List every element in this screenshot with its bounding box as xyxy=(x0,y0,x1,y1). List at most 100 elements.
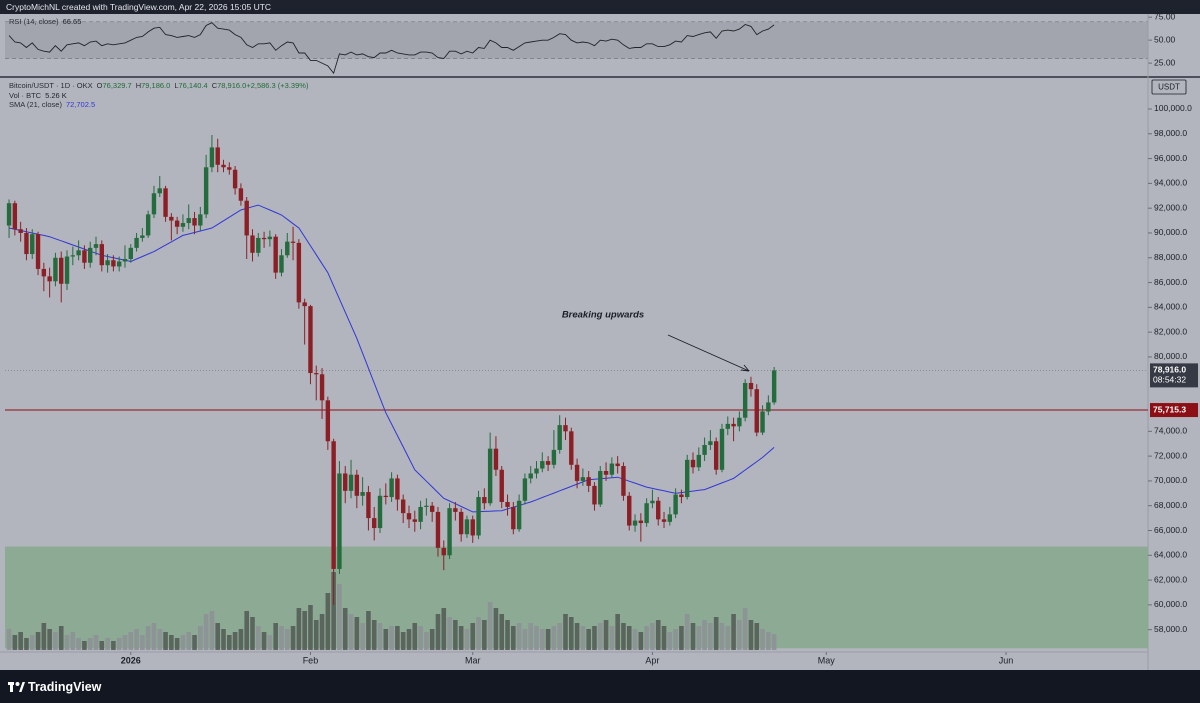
volume-bar xyxy=(568,617,574,650)
volume-bar xyxy=(302,611,307,650)
volume-bar xyxy=(383,629,389,650)
candle-body xyxy=(650,500,655,504)
candle-body xyxy=(35,234,41,269)
candle-body xyxy=(679,494,684,498)
candle-body xyxy=(586,477,591,486)
legend-value: 79,186.0 xyxy=(141,81,170,90)
header-bar xyxy=(0,0,1200,14)
volume-bar xyxy=(708,623,713,650)
volume-bar xyxy=(400,632,406,650)
volume-bar xyxy=(603,620,609,650)
volume-bar xyxy=(395,626,400,650)
last-price-label: 78,916.0 xyxy=(1153,365,1186,375)
volume-bar xyxy=(632,629,638,650)
volume-bar xyxy=(24,638,29,650)
candle-body xyxy=(713,441,719,470)
candle-body xyxy=(302,302,307,307)
volume-bar xyxy=(522,629,528,650)
volume-bar xyxy=(250,617,255,650)
volume-bar xyxy=(684,614,690,650)
volume-bar xyxy=(597,623,603,650)
candle-body xyxy=(41,268,47,277)
legend-ohlc: Bitcoin/USDT · 1D · OKX O76,329.7 H79,186.… xyxy=(9,81,309,90)
volume-bar xyxy=(313,620,319,650)
volume-bar xyxy=(209,611,215,650)
volume-bar xyxy=(592,626,597,650)
candle-body xyxy=(522,478,528,501)
volume-bar xyxy=(766,632,771,650)
candle-body xyxy=(64,256,70,284)
candle-body xyxy=(360,492,365,496)
rsi-band xyxy=(5,21,1148,59)
volume-bar xyxy=(626,626,632,650)
candle-body xyxy=(563,425,568,432)
y-tick-label: 64,000.0 xyxy=(1154,550,1187,560)
candle-body xyxy=(731,423,736,427)
candle-body xyxy=(603,470,609,475)
volume-bar xyxy=(18,632,23,650)
candle-body xyxy=(528,473,533,479)
volume-bar xyxy=(389,626,394,650)
candle-body xyxy=(464,519,470,535)
volume-bar xyxy=(748,620,754,650)
candle-body xyxy=(232,169,238,189)
volume-bar xyxy=(540,629,545,650)
candle-body xyxy=(59,257,64,284)
candle-body xyxy=(70,255,76,257)
candle-body xyxy=(192,218,197,226)
legend-title: Bitcoin/USDT · 1D · OKX xyxy=(9,81,93,90)
candle-body xyxy=(667,514,673,522)
volume-bar xyxy=(163,632,168,650)
volume-bar xyxy=(482,620,487,650)
volume-bar xyxy=(238,629,244,650)
volume-bar xyxy=(760,629,765,650)
y-tick-label: 62,000.0 xyxy=(1154,574,1187,584)
volume-bar xyxy=(122,635,128,650)
volume-bar xyxy=(198,626,203,650)
candle-body xyxy=(180,223,186,227)
level-label: 75,715.3 xyxy=(1153,404,1186,414)
candle-body xyxy=(644,503,649,524)
volume-bar xyxy=(366,611,371,650)
volume-bar xyxy=(464,629,470,650)
candle-body xyxy=(545,461,551,465)
candle-body xyxy=(377,495,383,529)
legend-key: H xyxy=(136,81,141,90)
candle-body xyxy=(267,236,273,240)
candle-body xyxy=(128,247,133,260)
volume-bar xyxy=(731,614,736,650)
volume-bar xyxy=(673,629,678,650)
candle-body xyxy=(319,374,325,401)
candle-body xyxy=(111,260,116,267)
candle-body xyxy=(476,497,481,536)
candle-body xyxy=(690,459,696,468)
candle-body xyxy=(719,428,725,470)
candle-body xyxy=(627,495,632,526)
candle-body xyxy=(12,203,18,230)
y-tick-label: 96,000.0 xyxy=(1154,153,1187,163)
candle-body xyxy=(372,518,377,529)
candle-body xyxy=(511,506,516,530)
x-tick-label: Mar xyxy=(465,655,481,665)
candle-body xyxy=(145,214,151,236)
legend-value: 78,916.0 xyxy=(217,81,246,90)
volume-bar xyxy=(429,629,435,650)
candle-body xyxy=(412,519,417,522)
candle-body xyxy=(285,241,290,256)
candle-body xyxy=(389,478,394,498)
candle-body xyxy=(198,214,203,226)
x-tick-label: May xyxy=(818,655,836,665)
candle-body xyxy=(487,448,493,504)
candle-body xyxy=(725,423,730,429)
legend-rsi-value: 66.65 xyxy=(63,17,82,26)
candle-body xyxy=(569,431,574,465)
volume-bar xyxy=(261,632,267,650)
candle-body xyxy=(632,520,638,526)
annotation-text: Breaking upwards xyxy=(562,310,644,321)
volume-bar xyxy=(157,629,163,650)
volume-bar xyxy=(319,614,325,650)
candle-body xyxy=(615,463,620,467)
volume-bar xyxy=(534,626,539,650)
volume-bar xyxy=(505,620,510,650)
candle-body xyxy=(696,454,701,468)
